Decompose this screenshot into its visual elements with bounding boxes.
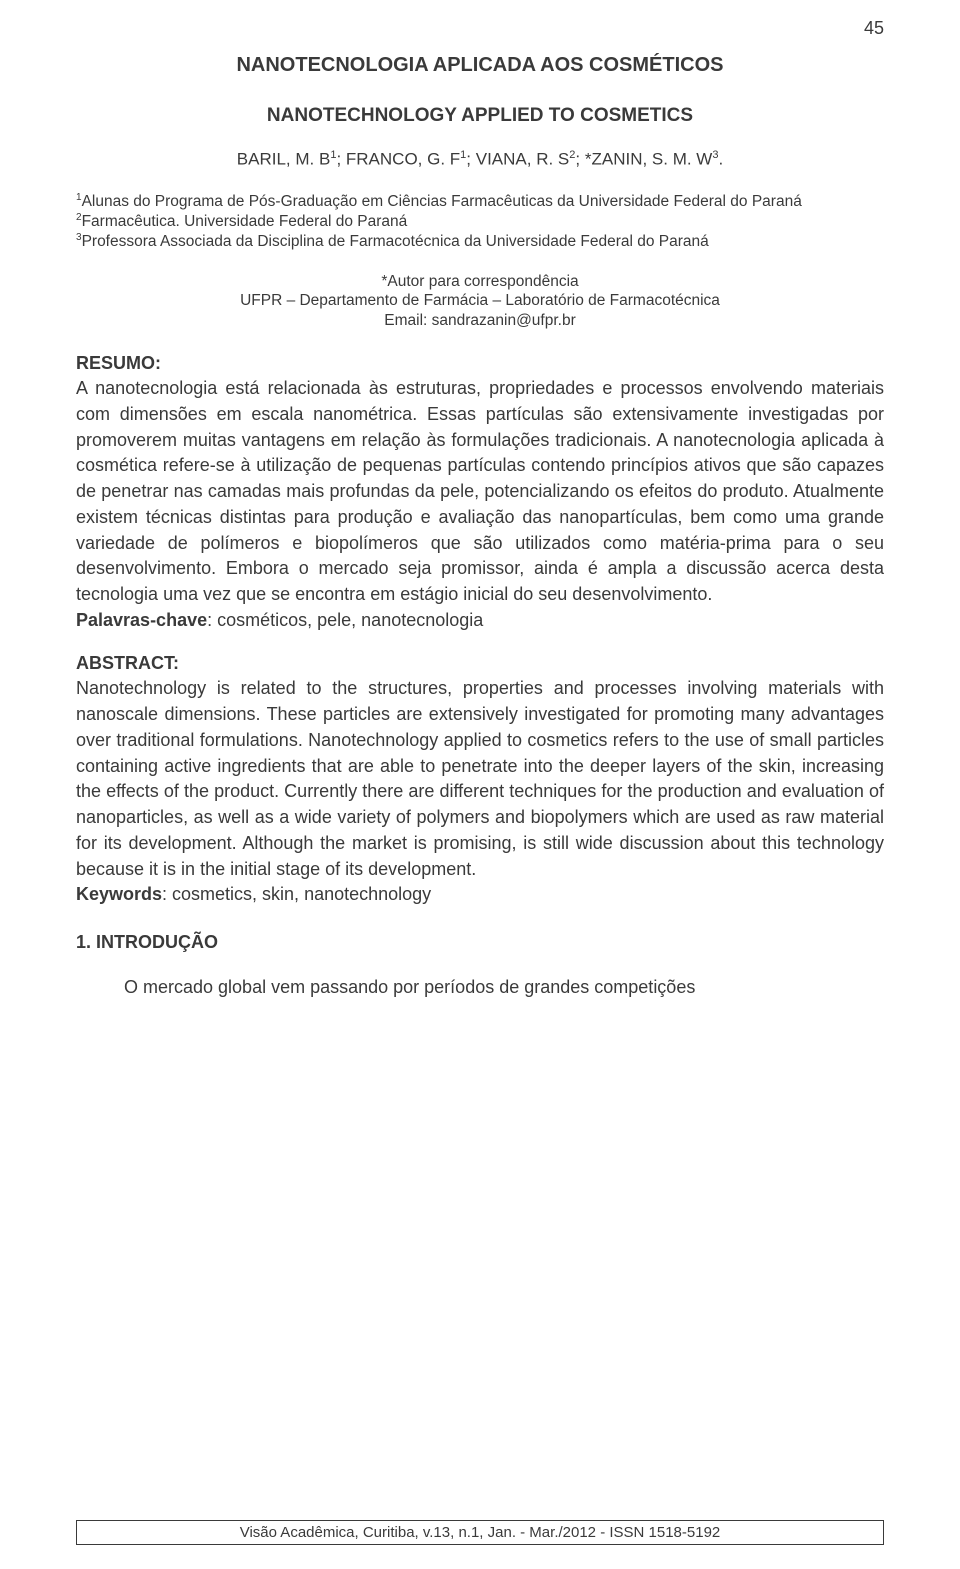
abstract-text: Nanotechnology is related to the structu… xyxy=(76,678,884,878)
abstract-keywords-label: Keywords xyxy=(76,884,162,904)
affiliations: 1Alunas do Programa de Pós-Graduação em … xyxy=(76,192,884,252)
authors-line: BARIL, M. B1; FRANCO, G. F1; VIANA, R. S… xyxy=(76,149,884,170)
resumo-body: A nanotecnologia está relacionada às est… xyxy=(76,376,884,633)
page-number: 45 xyxy=(864,18,884,39)
resumo-block: RESUMO: A nanotecnologia está relacionad… xyxy=(76,353,884,633)
abstract-block: ABSTRACT: Nanotechnology is related to t… xyxy=(76,653,884,908)
intro-body: O mercado global vem passando por períod… xyxy=(76,975,884,1001)
page: 45 NANOTECNOLOGIA APLICADA AOS COSMÉTICO… xyxy=(0,0,960,1569)
intro-heading: 1. INTRODUÇÃO xyxy=(76,932,884,953)
correspondence-line3: Email: sandrazanin@ufpr.br xyxy=(384,312,576,329)
abstract-body: Nanotechnology is related to the structu… xyxy=(76,676,884,908)
abstract-keywords: : cosmetics, skin, nanotechnology xyxy=(162,884,431,904)
correspondence-line1: *Autor para correspondência xyxy=(381,273,578,290)
correspondence-line2: UFPR – Departamento de Farmácia – Labora… xyxy=(240,292,720,309)
abstract-heading: ABSTRACT: xyxy=(76,653,884,674)
title-main: NANOTECNOLOGIA APLICADA AOS COSMÉTICOS xyxy=(76,54,884,77)
footer-citation: Visão Acadêmica, Curitiba, v.13, n.1, Ja… xyxy=(76,1520,884,1545)
correspondence: *Autor para correspondência UFPR – Depar… xyxy=(76,272,884,331)
resumo-keywords: : cosméticos, pele, nanotecnologia xyxy=(207,610,483,630)
resumo-heading: RESUMO: xyxy=(76,353,884,374)
resumo-text: A nanotecnologia está relacionada às est… xyxy=(76,378,884,604)
resumo-keywords-label: Palavras-chave xyxy=(76,610,207,630)
title-sub: NANOTECHNOLOGY APPLIED TO COSMETICS xyxy=(76,105,884,127)
